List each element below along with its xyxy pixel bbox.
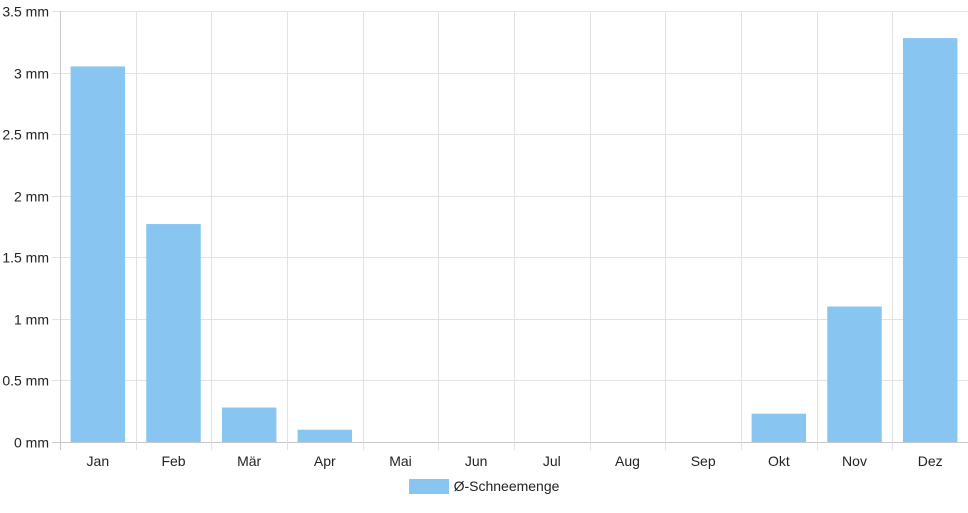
y-tick-label: 3.5 mm	[2, 4, 49, 20]
bar-dez[interactable]	[902, 38, 958, 442]
x-tick-label: Mai	[389, 453, 412, 469]
bar-feb[interactable]	[146, 224, 201, 442]
bar-jan[interactable]	[70, 66, 126, 443]
y-tick-label: 1.5 mm	[2, 250, 49, 266]
x-tick-label: Nov	[842, 453, 867, 469]
bar-apr[interactable]	[297, 429, 353, 442]
x-tick-label: Jul	[543, 453, 561, 469]
legend[interactable]: Ø-Schneemenge	[0, 478, 968, 494]
y-tick-label: 3 mm	[14, 66, 49, 82]
x-tick-label: Mär	[237, 453, 261, 469]
bar-okt[interactable]	[751, 413, 807, 442]
legend-swatch	[408, 478, 449, 494]
x-tick-label: Jun	[465, 453, 488, 469]
legend-label: Ø-Schneemenge	[453, 478, 560, 494]
x-tick-label: Feb	[161, 453, 185, 469]
x-tick-label: Apr	[314, 453, 336, 469]
x-tick-label: Sep	[691, 453, 716, 469]
y-tick-label: 0 mm	[14, 435, 49, 451]
x-tick-label: Dez	[918, 453, 943, 469]
y-tick-label: 1 mm	[14, 312, 49, 328]
x-tick-label: Okt	[768, 453, 790, 469]
bar-mär[interactable]	[221, 407, 277, 442]
y-tick-label: 2.5 mm	[2, 127, 49, 143]
bar-nov[interactable]	[827, 306, 882, 442]
y-tick-label: 2 mm	[14, 189, 49, 205]
x-tick-label: Jan	[87, 453, 110, 469]
x-tick-label: Aug	[615, 453, 640, 469]
y-tick-label: 0.5 mm	[2, 373, 49, 389]
